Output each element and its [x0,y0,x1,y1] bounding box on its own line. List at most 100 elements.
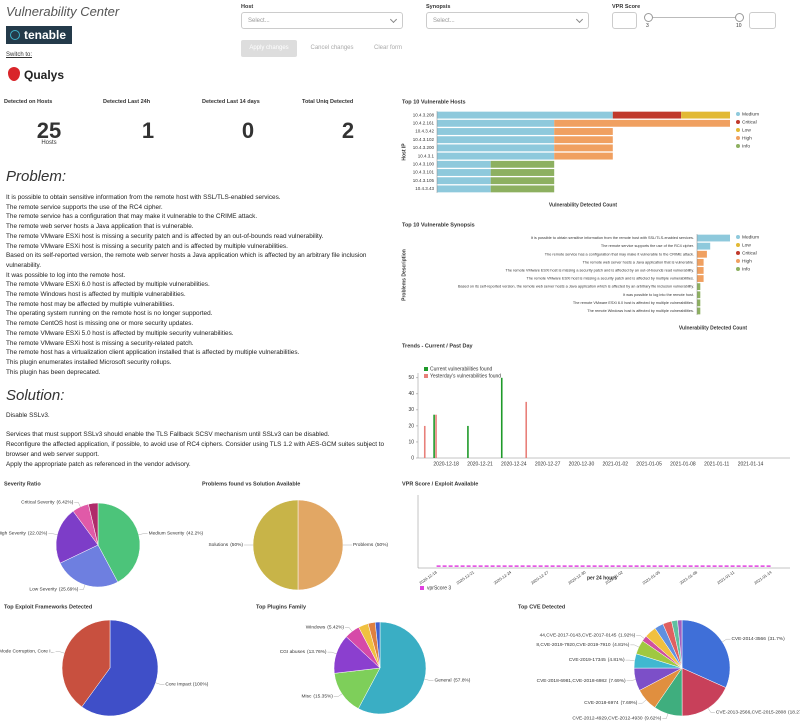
y-tick-label: The remote web server hosts a Java appli… [583,260,694,264]
kpi-value: 25 [36,118,62,143]
y-tick-label: 30 [408,407,414,413]
bar [467,425,469,458]
y-tick-label: 10.4.3.105 [413,178,435,183]
legend-marker [736,120,740,124]
text-line: The operating system running on the remo… [6,310,213,318]
vpr-min-input[interactable] [612,12,637,29]
x-tick-label: 2021-01-05 [641,569,661,585]
pie-slice [374,621,381,669]
slice-label: ks Kernel-Mode Corruption, Core I... [0,649,55,655]
slice-category: CVE-2014-3566 [731,636,766,642]
slice-label: 8,CVE-2019-7920,CVE-2019-7910 (4.81%) [536,642,629,648]
slice-label: Medium Severity (42.2%) [149,531,204,537]
host-select[interactable]: Select... [241,12,403,29]
kpi-label: Detected Last 24h [103,99,151,105]
slice-category: CVE-2018-6974 [584,700,619,706]
bar [697,275,704,282]
slice-category: CVE-2013-2566,CVE-2015-2808 [716,710,786,716]
y-tick-label: 0 [411,455,414,461]
cancel-button[interactable]: Cancel changes [310,45,354,51]
legend-label: Low [742,242,751,248]
bar [490,169,555,176]
leader-line [638,699,647,704]
problem-list: It is possible to obtain sensitive infor… [6,193,386,377]
slice-category: General [434,678,451,684]
y-tick-label: It was possible to log into the remote h… [623,293,694,297]
slice-label: CVE-2012-4929,CVE-2012-4930 (9.62%) [572,716,661,722]
chart: Top 10 Vulnerable Synopsis It is possible… [401,222,759,331]
slice-label: 44,CVE-2017-0143,CVE-2017-0145 (1.92%) [540,633,636,639]
pie-slice [681,667,727,717]
y-tick-label: The remote VMware ESXi host is missing a… [505,268,694,272]
legend-label: Yesterday's vulnerabilities found [430,373,501,379]
kpi-label: Total Uniq Detected [302,99,354,105]
y-tick-label: Based on its self-reported version, the … [458,285,694,289]
slice-category: CGI abuses [280,649,306,655]
slider-handle[interactable] [735,13,744,22]
pie-slice [61,619,111,708]
filter-label: VPR Score [612,4,641,10]
pie-slice [59,544,119,588]
chart: Severity Ratio Medium Severity (42.2%) Low … [0,481,204,592]
slice-category: High Severity [0,531,27,537]
legend-label: High [742,258,752,264]
slice-value: (6.42%) [57,500,74,506]
legend-label: Info [742,143,750,149]
y-tick-label: 10.4.3.200 [413,145,435,150]
slider-track [648,17,740,18]
bar [697,242,711,250]
synopsis-select[interactable]: Select... [426,12,589,29]
text-line: The remote VMware ESXi host is missing a… [6,242,288,250]
bar [697,234,730,242]
legend-marker [736,128,740,132]
leader-line [74,502,81,507]
tenable-logo[interactable]: tenable [6,26,72,44]
leader-line [626,679,636,681]
legend-marker [736,136,740,140]
x-axis-label: Vulnerability Detected Count [549,202,617,208]
chart: VPR Score / Exploit Available 2020-12-18 2… [402,481,790,591]
chart-title: Top CVE Detected [518,604,565,610]
qualys-link[interactable]: Qualys [24,68,65,82]
x-axis-label: Vulnerability Detected Count [679,325,747,331]
text-line: Reconfigure the affected application, if… [6,440,385,458]
slice-value: (42.2%) [186,531,203,537]
x-tick-label: 2021-01-14 [753,569,773,585]
x-tick-label: 2021-01-11 [716,569,736,585]
qualys-icon[interactable] [8,67,20,81]
slider-handle[interactable] [644,13,653,22]
x-tick-label: 2020-12-30 [569,461,595,467]
bar [435,414,437,458]
bar [697,258,704,266]
slice-value: (25.69%) [59,587,79,593]
x-tick-label: 2021-01-08 [679,569,699,585]
bar [525,401,528,458]
leader-line [138,533,148,536]
clear-button[interactable]: Clear form [373,45,402,51]
bar [554,119,730,127]
legend-marker [736,112,740,116]
bar [437,152,555,160]
bar [423,425,426,458]
text-line: Based on its self-reported version, the … [6,252,367,269]
slice-label: Low Severity (25.69%) [29,587,78,593]
apply-button[interactable]: Apply changes [241,40,297,57]
leader-line [327,651,337,654]
text-line: The remote host has a virtualization cli… [6,349,300,357]
slice-label: CVE-2014-3566 (31.7%) [731,636,785,642]
x-tick-label: 2021-01-14 [738,461,764,467]
bar [500,377,503,458]
leader-line [155,682,165,685]
y-axis-label: Host IP [401,143,407,161]
slice-value: (1.92%) [618,633,635,639]
y-tick-label: 10.4.3.42 [415,129,434,134]
leader-line [79,584,86,590]
bar [437,169,491,176]
legend-marker [736,243,740,247]
slice-value: (5.42%) [327,625,344,631]
vpr-max-input[interactable] [749,12,776,29]
slice-label: High Severity (22.02%) [0,531,48,537]
legend-marker [736,259,740,263]
placeholder: Select... [433,18,455,24]
